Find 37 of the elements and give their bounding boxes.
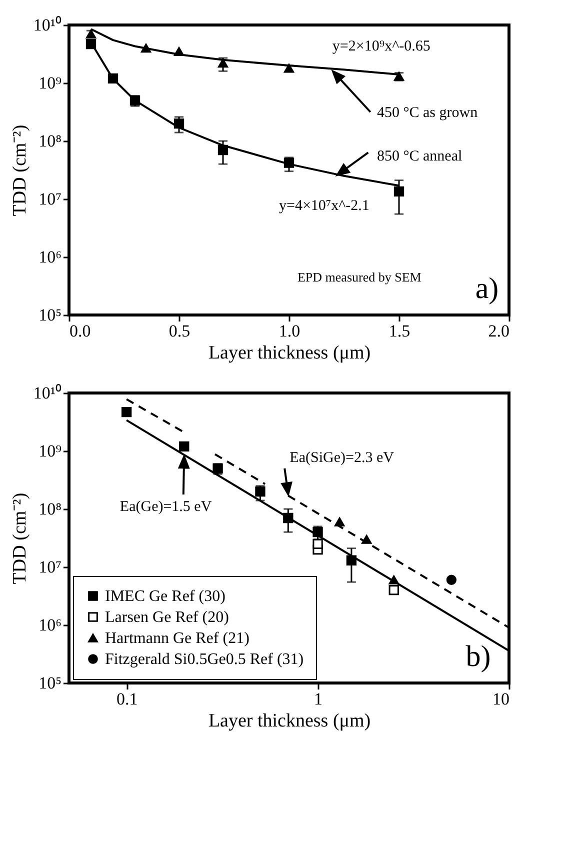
- legend-label: IMEC Ge Ref (30): [105, 588, 226, 605]
- y-tick-label: 10⁸: [38, 500, 62, 518]
- x-tick-label: 1.5: [388, 322, 410, 340]
- y-tick-label: 10⁷: [38, 190, 62, 208]
- y-tick-label: 10¹⁰: [33, 384, 62, 402]
- annotation: a): [475, 272, 499, 305]
- x-axis-title: Layer thickness (μm): [208, 342, 371, 364]
- annotation: 450 °C as grown: [377, 105, 478, 121]
- y-tick-label: 10⁶: [38, 248, 62, 266]
- legend-label: Fitzgerald Si0.5Ge0.5 Ref (31): [105, 651, 304, 668]
- legend-label: Larsen Ge Ref (20): [105, 609, 229, 626]
- annotation: 850 °C anneal: [377, 148, 462, 164]
- y-tick-label: 10⁸: [38, 132, 62, 150]
- x-tick-label: 1.0: [278, 322, 300, 340]
- annotation: y=4×10⁷x^-2.1: [278, 198, 370, 214]
- y-tick-label: 10⁶: [38, 616, 62, 634]
- x-axis-title: Layer thickness (μm): [208, 710, 371, 732]
- annotation: Ea(SiGe)=2.3 eV: [290, 450, 394, 466]
- x-tick-label: 0.5: [168, 322, 190, 340]
- y-tick-label: 10¹⁰: [33, 16, 62, 34]
- y-tick-label: 10⁵: [38, 674, 62, 692]
- annotation: b): [466, 640, 491, 673]
- x-tick-label: 0.1: [116, 690, 138, 708]
- x-tick-label: 1: [314, 690, 323, 708]
- y-tick-label: 10⁹: [38, 74, 62, 92]
- annotation: Ea(Ge)=1.5 eV: [120, 499, 212, 516]
- x-tick-label: 0.0: [70, 322, 91, 340]
- legend-label: Hartmann Ge Ref (21): [105, 630, 250, 647]
- y-axis-title: TDD (cm⁻²): [9, 124, 30, 216]
- y-tick-label: 10⁷: [38, 558, 62, 576]
- y-axis-title: TDD (cm⁻²): [9, 492, 30, 584]
- annotation: EPD measured by SEM: [297, 269, 422, 284]
- x-tick-label: 2.0: [488, 322, 510, 340]
- x-tick-label: 10: [492, 690, 510, 708]
- y-tick-label: 10⁹: [38, 442, 62, 460]
- y-tick-label: 10⁵: [38, 306, 62, 324]
- annotation: y=2×10⁹x^-0.65: [332, 38, 430, 54]
